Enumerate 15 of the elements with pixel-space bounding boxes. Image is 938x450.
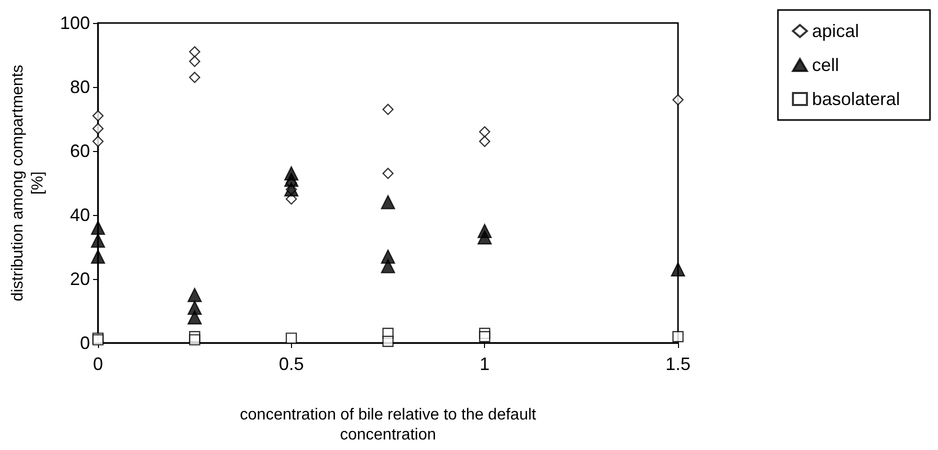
- y-tick-label: 40: [70, 205, 90, 225]
- x-axis-title: concentration of bile relative to the default concentration: [240, 406, 537, 444]
- y-tick-label: 0: [80, 333, 90, 353]
- legend-label: apical: [812, 21, 859, 41]
- y-tick-label: 80: [70, 77, 90, 97]
- legend-label: cell: [812, 55, 839, 75]
- y-tick-label: 100: [60, 13, 90, 33]
- y-tick-label: 20: [70, 269, 90, 289]
- x-tick-label: 0: [92, 354, 104, 374]
- y-axis-title: distribution among compartments [%]: [10, 64, 46, 302]
- x-tick-label: 0.5: [278, 354, 304, 374]
- x-tick-label: 1: [480, 354, 490, 374]
- legend-label: basolateral: [812, 89, 900, 109]
- x-tick-label: 1.5: [665, 354, 691, 374]
- y-tick-label: 60: [70, 141, 90, 161]
